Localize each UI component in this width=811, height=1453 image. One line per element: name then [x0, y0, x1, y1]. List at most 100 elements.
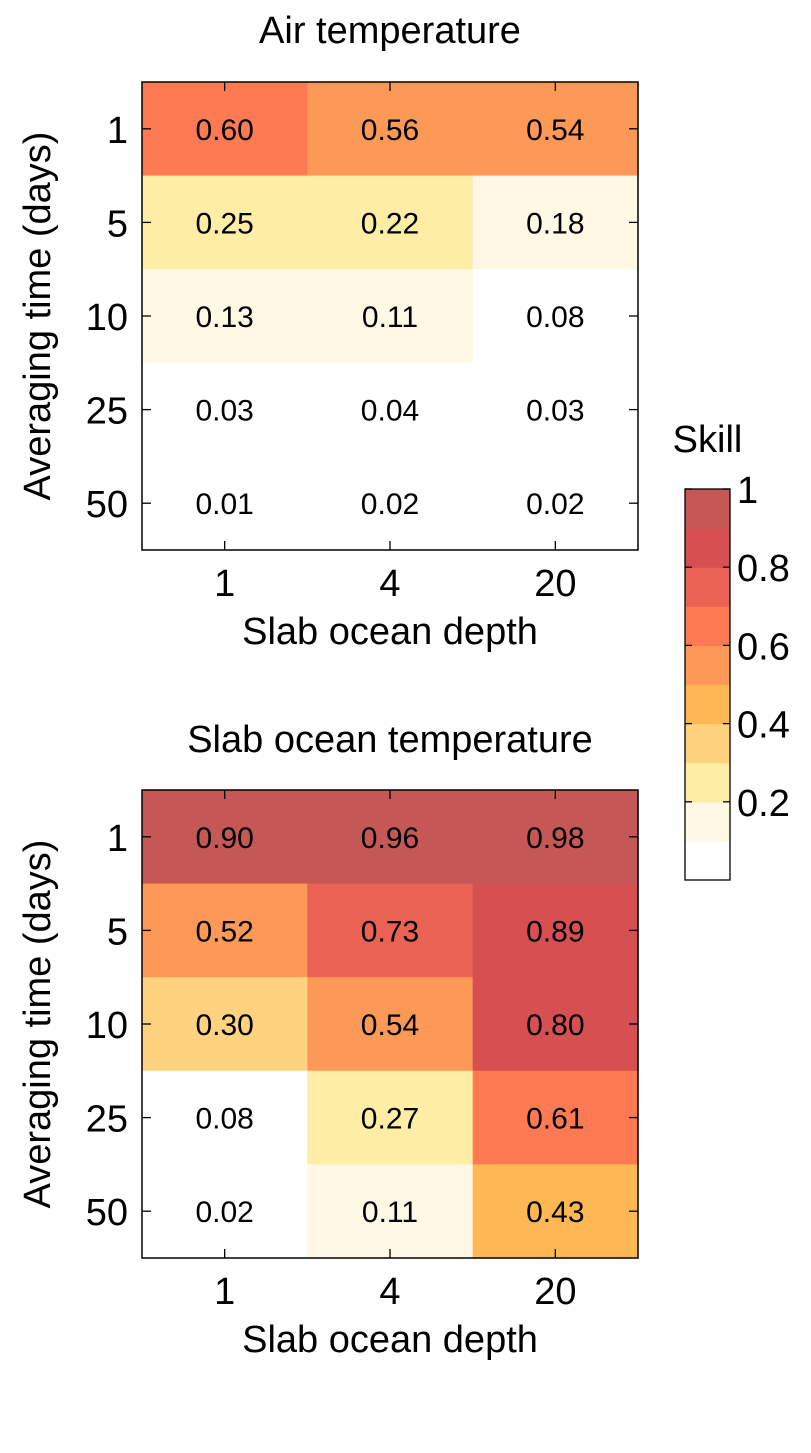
cell-value-label: 0.80: [526, 1009, 584, 1042]
x-tick-label: 20: [534, 1271, 576, 1313]
cell-value-label: 0.54: [361, 1009, 419, 1042]
heatmap-cell: [472, 82, 639, 177]
cell-value-label: 0.27: [361, 1103, 419, 1136]
cell-value-label: 0.25: [195, 207, 253, 240]
cell-value-label: 0.04: [361, 395, 419, 428]
y-tick-label: 1: [107, 818, 128, 860]
heatmap-cell: [142, 175, 308, 270]
colorbar-swatch: [685, 684, 730, 725]
colorbar-swatch: [685, 489, 730, 529]
heatmap-cell: [307, 269, 474, 364]
cell-value-label: 0.30: [195, 1009, 253, 1042]
cell-value-label: 0.61: [526, 1103, 584, 1136]
heatmap-cell: [472, 790, 639, 885]
y-tick-label: 10: [86, 1005, 128, 1047]
y-tick-label: 10: [86, 297, 128, 339]
colorbar-tick-label: 0.6: [737, 626, 790, 668]
y-tick-label: 1: [107, 110, 128, 152]
heatmap-cell: [472, 1164, 639, 1259]
heatmap-cell: [472, 977, 639, 1072]
heatmap-cell: [307, 883, 474, 978]
cell-value-label: 0.11: [362, 301, 418, 334]
colorbar-swatch: [685, 528, 730, 568]
colorbar-swatch: [685, 606, 730, 646]
cell-value-label: 0.73: [361, 915, 419, 948]
cell-value-label: 0.11: [362, 1196, 418, 1229]
colorbar-tick-label: 0.2: [737, 783, 790, 825]
cell-value-label: 0.90: [195, 822, 253, 855]
cell-value-label: 0.56: [361, 114, 419, 147]
colorbar: 1 0.8 0.6 0.4 0.2 Skill: [673, 419, 790, 881]
y-tick-label: 25: [86, 391, 128, 433]
colorbar-swatch: [685, 645, 730, 686]
heatmap-cell: [142, 82, 308, 177]
cell-value-label: 0.96: [361, 822, 419, 855]
cell-value-label: 0.22: [361, 207, 419, 240]
x-axis-label: Slab ocean depth: [242, 1319, 538, 1361]
heatmap-cell: [142, 1070, 308, 1165]
y-tick-label: 50: [86, 484, 128, 526]
cell-value-label: 0.03: [526, 395, 584, 428]
x-tick-label: 20: [534, 563, 576, 605]
cell-value-label: 0.89: [526, 915, 584, 948]
y-tick-label: 25: [86, 1099, 128, 1141]
x-tick-label: 4: [379, 1271, 400, 1313]
cell-value-label: 0.52: [195, 915, 253, 948]
cell-value-label: 0.02: [195, 1196, 253, 1229]
x-axis-label: Slab ocean depth: [242, 611, 538, 653]
colorbar-swatch: [685, 567, 730, 607]
cell-value-label: 0.08: [526, 301, 584, 334]
heatmap-cell: [142, 977, 308, 1072]
cell-value-label: 0.43: [526, 1196, 584, 1229]
y-axis-label: Averaging time (days): [17, 132, 59, 501]
colorbar-label: Skill: [673, 419, 743, 461]
heatmap-cell: [307, 82, 474, 177]
heatmap-cell: [472, 175, 639, 270]
heatmap-cell: [307, 1070, 474, 1165]
x-tick-label: 4: [379, 563, 400, 605]
colorbar-tick-label: 1: [737, 470, 758, 512]
heatmap-cell: [472, 1070, 639, 1165]
y-tick-label: 50: [86, 1192, 128, 1234]
heatmap-cell: [142, 269, 308, 364]
x-tick-label: 1: [214, 1271, 235, 1313]
heatmap-cell: [142, 362, 308, 457]
cell-value-label: 0.01: [195, 488, 253, 521]
heatmap-cell: [307, 175, 474, 270]
colorbar-tick-label: 0.4: [737, 705, 790, 747]
heatmap-cell: [142, 456, 308, 551]
heatmap-cell: [307, 456, 474, 551]
cell-value-label: 0.08: [195, 1103, 253, 1136]
heatmap-cell: [472, 456, 639, 551]
cell-value-label: 0.02: [526, 488, 584, 521]
heatmap-cell: [307, 790, 474, 885]
heatmap-cell: [307, 977, 474, 1072]
chart-title: Air temperature: [259, 10, 521, 52]
cell-value-label: 0.18: [526, 207, 584, 240]
heatmap-cell: [472, 883, 639, 978]
colorbar-swatch: [685, 801, 730, 842]
colorbar-tick-label: 0.8: [737, 548, 790, 590]
colorbar-swatch: [685, 762, 730, 803]
heatmap-panel-2: 0.90 0.96 0.98 0.52 0.73 0.89 0.30 0.54 0.80 0.08…: [17, 719, 639, 1361]
heatmap-cell: [142, 883, 308, 978]
y-tick-label: 5: [107, 911, 128, 953]
cell-value-label: 0.60: [195, 114, 253, 147]
heatmap-cell: [472, 269, 639, 364]
heatmap-cell: [142, 1164, 308, 1259]
heatmap-cell: [142, 790, 308, 885]
colorbar-frame: [684, 488, 731, 881]
heatmap-cell: [307, 362, 474, 457]
y-axis-label: Averaging time (days): [17, 840, 59, 1209]
cell-value-label: 0.54: [526, 114, 584, 147]
chart-title: Slab ocean temperature: [187, 719, 593, 761]
colorbar-swatch: [685, 723, 730, 764]
x-tick-label: 1: [214, 563, 235, 605]
colorbar-swatch: [685, 840, 730, 881]
heatmap-cell: [307, 1164, 474, 1259]
cell-value-label: 0.03: [195, 395, 253, 428]
heatmap-panel-1: 0.60 0.56 0.54 0.25 0.22 0.18 0.13 0.11 0.08 0.03…: [17, 10, 639, 653]
heatmap-cell: [472, 362, 639, 457]
cell-value-label: 0.98: [526, 822, 584, 855]
